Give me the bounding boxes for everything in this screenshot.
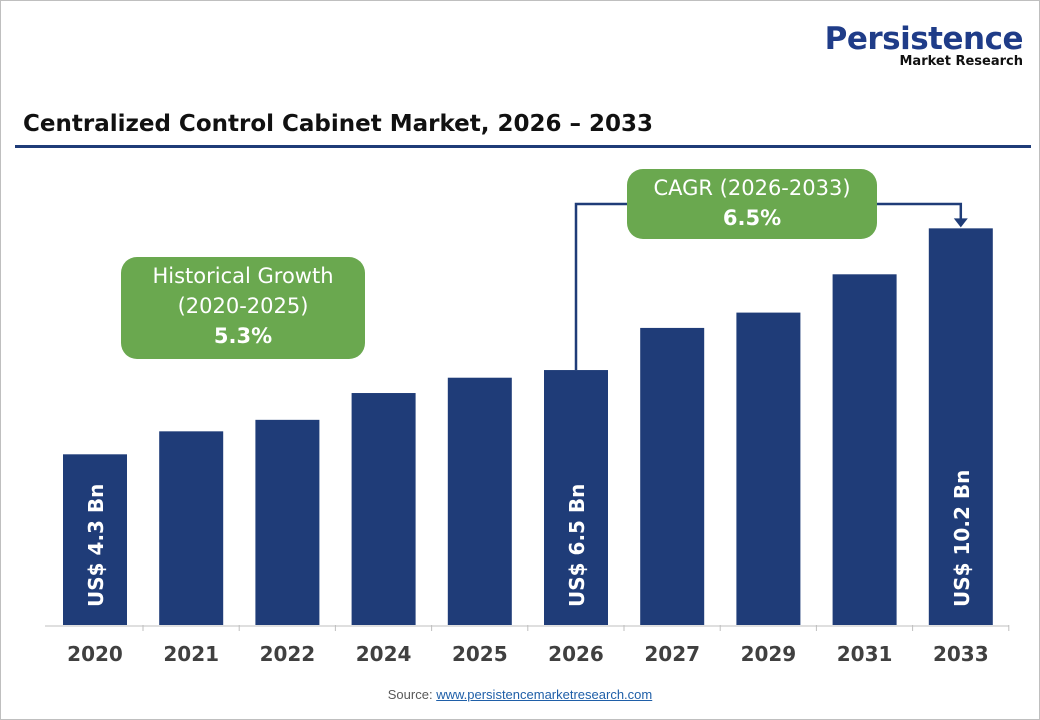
chart-title: Centralized Control Cabinet Market, 2026… — [23, 111, 654, 137]
logo-line1: Persistence — [824, 21, 1024, 57]
data-label-2020: US$ 4.3 Bn — [84, 484, 108, 607]
historical-value: 5.3% — [213, 324, 273, 348]
source-note: Source: www.persistencemarketresearch.co… — [1, 687, 1039, 702]
cagr-connector-right — [877, 202, 963, 221]
bar-2022 — [255, 419, 320, 625]
cagr-callout: CAGR (2026-2033) 6.5% — [627, 169, 877, 239]
x-tick-label: 2031 — [837, 642, 893, 666]
bar-2020 — [63, 454, 127, 625]
historical-label: Historical Growth — [152, 264, 334, 288]
source-label: Source: — [387, 687, 433, 702]
x-tick-label: 2027 — [644, 642, 700, 666]
data-label-2033: US$ 10.2 Bn — [950, 470, 974, 607]
data-label-2026: US$ 6.5 Bn — [565, 484, 589, 607]
bar-2033 — [928, 228, 993, 625]
cagr-value: 6.5% — [722, 206, 782, 230]
x-tick-label: 2026 — [548, 642, 604, 666]
x-tick-label: 2029 — [741, 642, 797, 666]
cagr-label: CAGR (2026-2033) — [653, 176, 851, 200]
historical-period: (2020-2025) — [177, 294, 309, 318]
title-divider — [15, 145, 1031, 148]
historical-growth-callout: Historical Growth (2020-2025) 5.3% — [121, 257, 365, 359]
x-tick-label: 2021 — [163, 642, 219, 666]
arrow-head-icon — [953, 218, 968, 228]
source-link[interactable]: www.persistencemarketresearch.com — [436, 687, 653, 702]
x-tick-label: 2024 — [356, 642, 412, 666]
x-tick-label: 2020 — [67, 642, 123, 666]
bar-2025 — [447, 377, 512, 625]
bar-2021 — [159, 431, 224, 625]
cagr-connector-left — [574, 202, 627, 371]
logo: Persistence Market Research — [824, 21, 1024, 69]
bar-2031 — [832, 274, 897, 625]
bar-2026 — [544, 370, 608, 625]
x-tick-label: 2033 — [933, 642, 989, 666]
x-tick-label: 2025 — [452, 642, 508, 666]
bar-2024 — [351, 393, 416, 625]
bar-2029 — [736, 312, 801, 625]
x-tick-label: 2022 — [260, 642, 316, 666]
bar-2027 — [640, 327, 705, 625]
logo-line2: Market Research — [899, 54, 1024, 69]
